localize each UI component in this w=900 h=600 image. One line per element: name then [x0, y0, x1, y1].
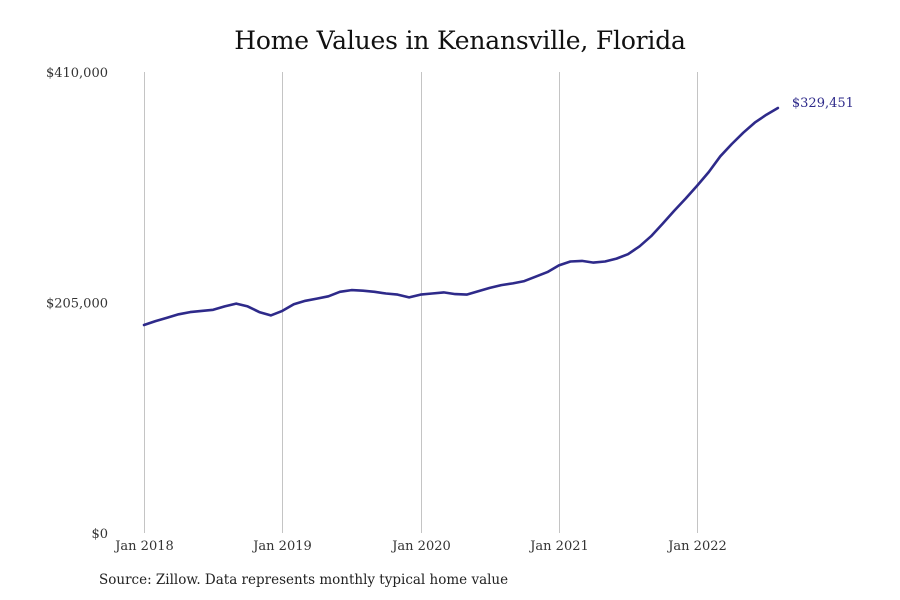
series-end-label: $329,451 [792, 96, 854, 111]
x-tick-label: Jan 2022 [666, 539, 727, 554]
series-layer: $329,451 [142, 96, 854, 327]
chart-title: Home Values in Kenansville, Florida [234, 26, 686, 55]
x-tick-label: Jan 2021 [528, 539, 589, 554]
series-line-0 [142, 106, 780, 327]
gridlines [144, 72, 698, 533]
source-note: Source: Zillow. Data represents monthly … [99, 572, 509, 588]
y-axis-labels: $0 $205,000 $410,000 [46, 66, 108, 542]
y-tick-label: $205,000 [46, 297, 108, 312]
x-tick-label: Jan 2020 [390, 539, 451, 554]
x-tick-label: Jan 2019 [251, 539, 312, 554]
y-tick-label: $410,000 [46, 66, 108, 81]
x-tick-label: Jan 2018 [113, 539, 174, 554]
x-axis-labels: Jan 2018 Jan 2019 Jan 2020 Jan 2021 Jan 2022 [113, 539, 727, 554]
y-tick-label: $0 [91, 527, 108, 542]
